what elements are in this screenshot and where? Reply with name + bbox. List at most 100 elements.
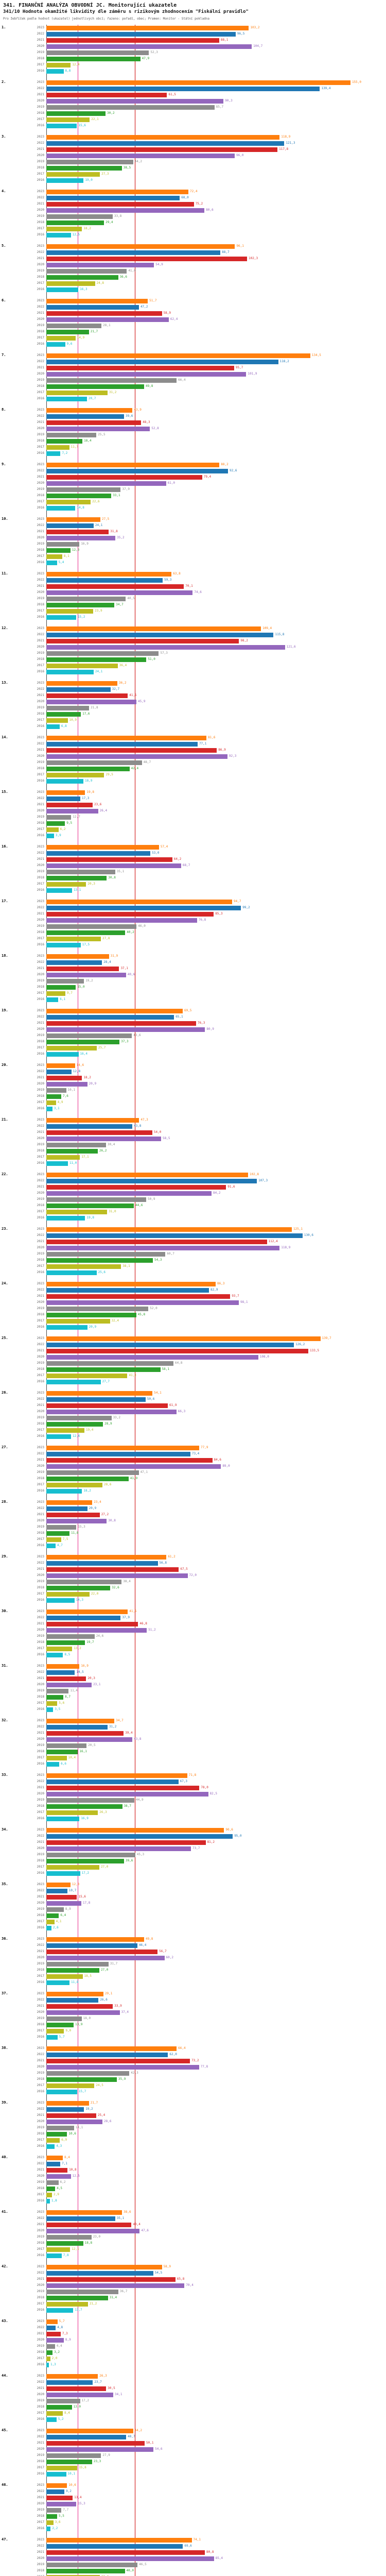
bar-value-label: 112,4 bbox=[268, 1240, 278, 1243]
bar bbox=[46, 960, 102, 965]
bar-value-label: 60,7 bbox=[167, 1252, 174, 1256]
group-rank-label: 29. bbox=[2, 1554, 8, 1558]
year-label: 2017 bbox=[37, 1319, 44, 1323]
bar-row: 2017 25,7 bbox=[0, 1045, 386, 1051]
bar-value-label: 40,7 bbox=[128, 2435, 135, 2438]
year-label: 2017 bbox=[37, 1974, 44, 1978]
bar-row: 2023 81,6 bbox=[0, 735, 386, 741]
year-label: 2022 bbox=[37, 2107, 44, 2111]
bar bbox=[46, 2186, 56, 2191]
bar-value-label: 37,9 bbox=[122, 487, 130, 491]
bar-value-label: 30,4 bbox=[107, 1143, 115, 1146]
year-label: 2018 bbox=[37, 1804, 44, 1808]
bar-row: 2020 80,9 bbox=[0, 1026, 386, 1032]
bar bbox=[46, 208, 205, 213]
bar-row: 2019 85,7 bbox=[0, 104, 386, 110]
bar-row: 2018 39,6 bbox=[0, 1858, 386, 1864]
bar-row: 2018 28,9 bbox=[0, 1421, 386, 1427]
year-label: 2019 bbox=[37, 487, 44, 491]
bar-value-label: 28,9 bbox=[104, 1422, 112, 1426]
bar-group: 22. 2023 102,8 2022 107,3 2021 91,6 2020 84,2 201… bbox=[0, 1172, 386, 1221]
year-label: 2021 bbox=[37, 1786, 44, 1789]
year-label: 2018 bbox=[37, 1750, 44, 1753]
year-label: 2017 bbox=[37, 1046, 44, 1049]
bar-row: 2018 21,7 bbox=[0, 329, 386, 335]
bar bbox=[46, 1761, 60, 1767]
bar-value-label: 28,6 bbox=[104, 2120, 112, 2123]
bar bbox=[46, 2083, 95, 2088]
bar bbox=[46, 687, 111, 692]
bar-value-label: 31,9 bbox=[110, 954, 118, 958]
bar bbox=[46, 1707, 54, 1712]
year-label: 2021 bbox=[37, 93, 44, 96]
bar-row: 2018 26,2 bbox=[0, 1148, 386, 1154]
bar-row: 2023 74,1 bbox=[0, 2537, 386, 2543]
bar-row: 2019 66,4 bbox=[0, 377, 386, 383]
bar bbox=[46, 1694, 64, 1700]
bar bbox=[46, 268, 127, 274]
bar-row: 2022 118,2 bbox=[0, 359, 386, 365]
bar-row: 2019 36,7 bbox=[0, 2289, 386, 2295]
group-rank-label: 42. bbox=[2, 2264, 8, 2268]
bar-row: 2019 44,9 bbox=[0, 1797, 386, 1803]
bar bbox=[46, 2574, 100, 2576]
bar-row: 2019 10,1 bbox=[0, 1087, 386, 1093]
bar-row: 2018 12,3 bbox=[0, 547, 386, 553]
year-label: 2021 bbox=[37, 1403, 44, 1407]
bar-row: 2022 19,2 bbox=[0, 2106, 386, 2112]
bar-row: 2021 61,9 bbox=[0, 1402, 386, 1409]
bar-value-label: 37,3 bbox=[121, 1040, 129, 1043]
bar bbox=[46, 748, 217, 753]
bar-row: 2020 35,2 bbox=[0, 535, 386, 541]
bar-row: 2016 5,2 bbox=[0, 2416, 386, 2422]
bar-value-label: 139,7 bbox=[322, 1336, 331, 1340]
bar-row: 2018 4,5 bbox=[0, 2185, 386, 2192]
bar-row: 2017 12,1 bbox=[0, 2246, 386, 2252]
year-label: 2018 bbox=[37, 1695, 44, 1699]
bar-row: 2019 42,3 bbox=[0, 2070, 386, 2076]
year-label: 2018 bbox=[37, 603, 44, 606]
bar-value-label: 26,2 bbox=[99, 1149, 107, 1153]
bar bbox=[46, 353, 310, 358]
bar-value-label: 23,7 bbox=[94, 2380, 102, 2384]
year-label: 2019 bbox=[37, 1689, 44, 1692]
bar bbox=[46, 426, 150, 431]
bar-value-label: 49,8 bbox=[145, 384, 153, 388]
bar bbox=[46, 1294, 231, 1299]
year-label: 2018 bbox=[37, 1094, 44, 1098]
year-label: 2020 bbox=[37, 1519, 44, 1522]
bar-value-label: 17,6 bbox=[82, 712, 90, 716]
group-rank-label: 14. bbox=[2, 735, 8, 739]
bar-value-label: 27,9 bbox=[102, 2453, 110, 2457]
bar-group: 38. 2023 66,4 2022 62,0 2021 73,2 2020 77,8 2019 4… bbox=[0, 2045, 386, 2095]
bar-row: 2017 22,6 bbox=[0, 499, 386, 505]
bar bbox=[46, 596, 126, 601]
group-rank-label: 24. bbox=[2, 1281, 8, 1285]
bar bbox=[46, 1476, 129, 1481]
bar-row: 2020 34,1 bbox=[0, 2392, 386, 2398]
year-label: 2020 bbox=[37, 208, 44, 212]
bar bbox=[46, 2277, 176, 2282]
group-rank-label: 21. bbox=[2, 1117, 8, 1122]
group-rank-label: 1. bbox=[2, 25, 6, 29]
bar bbox=[46, 1749, 78, 1754]
bar-group: 2. 2023 155,0 2022 139,4 2021 61,5 2020 90,3 2019… bbox=[0, 79, 386, 129]
bar-value-label: 5,6 bbox=[59, 1701, 65, 1705]
bar bbox=[46, 317, 169, 322]
bar-group: 23. 2023 125,1 2022 130,6 2021 112,4 2020 118,9 2… bbox=[0, 1226, 386, 1276]
bar-row: 2017 18,2 bbox=[0, 226, 386, 232]
bar-row: 2020 104,7 bbox=[0, 43, 386, 49]
bar bbox=[46, 2344, 55, 2349]
bar-value-label: 20,9 bbox=[89, 1082, 97, 1086]
bar-row: 2022 67,3 bbox=[0, 1778, 386, 1785]
year-label: 2017 bbox=[37, 1592, 44, 1596]
year-label: 2018 bbox=[37, 876, 44, 879]
bar-value-label: 5,7 bbox=[59, 2035, 65, 2039]
year-label: 2022 bbox=[37, 469, 44, 472]
bar-value-label: 24,6 bbox=[96, 1634, 104, 1638]
bar-row: 2023 61,2 bbox=[0, 1554, 386, 1560]
bar-row: 2020 40,6 bbox=[0, 972, 386, 978]
year-label: 2019 bbox=[37, 1907, 44, 1911]
bar bbox=[46, 1391, 153, 1396]
bar bbox=[46, 117, 90, 122]
